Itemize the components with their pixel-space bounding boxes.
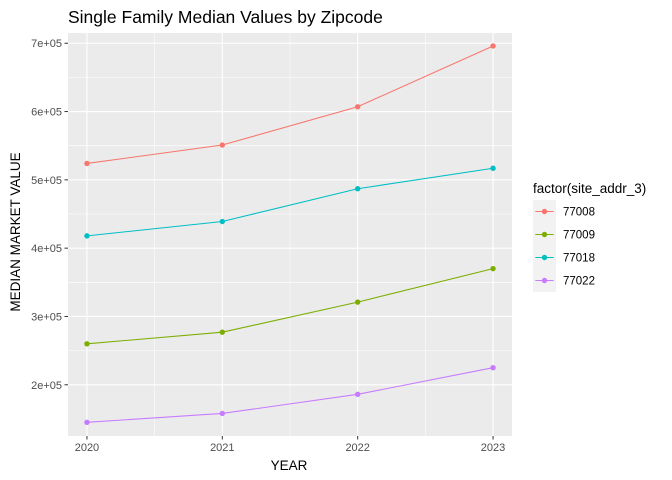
data-point (354, 391, 361, 398)
series-lines (84, 43, 496, 426)
data-point (84, 419, 90, 426)
data-point (84, 160, 90, 167)
data-point (219, 329, 226, 335)
chart-title: Single Family Median Values by Zipcode (68, 7, 383, 27)
x-tick-label: 2023 (481, 442, 505, 454)
data-point (219, 218, 226, 225)
y-tick-label: 4e+05 (31, 243, 62, 255)
legend-key-point (541, 208, 548, 215)
legend-key-point (541, 231, 548, 238)
data-point (84, 341, 90, 347)
series-77009 (84, 265, 496, 347)
y-tick-label: 2e+05 (31, 380, 62, 392)
series-line (86, 167, 494, 237)
y-axis-ticks: 2e+05 3e+05 4e+05 5e+05 6e+05 7e+05 (31, 38, 68, 392)
legend: factor(site_addr_3) 77008 77009 77018 77022 (533, 181, 646, 292)
y-tick-label: 6e+05 (31, 107, 62, 119)
series-line (86, 45, 494, 164)
y-tick-label: 7e+05 (31, 38, 62, 50)
data-point (490, 265, 496, 272)
data-point (354, 186, 361, 192)
legend-item-77008: 77008 (533, 200, 595, 223)
series-line (86, 268, 494, 345)
legend-title: factor(site_addr_3) (533, 181, 646, 196)
data-point (490, 364, 496, 371)
data-point (219, 142, 226, 148)
series-line (86, 367, 494, 423)
legend-item-77018: 77018 (533, 246, 595, 269)
data-point (219, 410, 226, 417)
legend-item-77022: 77022 (533, 269, 595, 292)
legend-key-point (541, 277, 548, 284)
legend-label: 77008 (563, 207, 595, 219)
x-tick-label: 2021 (210, 442, 234, 454)
legend-label: 77022 (563, 276, 595, 288)
legend-label: 77009 (563, 230, 595, 242)
x-axis-title: YEAR (271, 458, 308, 473)
series-77018 (84, 165, 496, 239)
series-77022 (84, 364, 496, 426)
y-axis-title: MEDIAN MARKET VALUE (8, 152, 23, 311)
legend-item-77009: 77009 (533, 223, 595, 246)
data-point (84, 233, 90, 239)
data-point (490, 165, 496, 171)
series-77008 (84, 43, 496, 167)
x-tick-label: 2022 (345, 442, 369, 454)
y-tick-label: 3e+05 (31, 311, 62, 323)
x-tick-label: 2020 (75, 442, 99, 454)
data-point (354, 104, 361, 110)
data-point (490, 43, 496, 49)
y-tick-label: 5e+05 (31, 175, 62, 187)
x-axis-ticks: 2020 2021 2022 2023 (75, 436, 505, 454)
data-point (354, 299, 361, 305)
legend-key-point (541, 254, 548, 261)
legend-label: 77018 (563, 253, 595, 265)
